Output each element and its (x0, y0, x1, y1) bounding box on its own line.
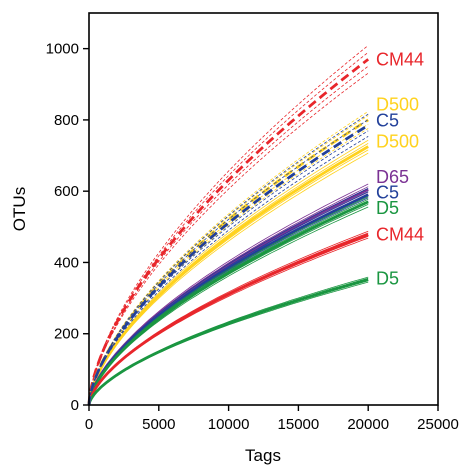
axes-layer: 0 5000 10000 15000 20000 25000 0 200 400 600 800 10… (46, 41, 459, 433)
plot-frame (88, 12, 439, 406)
replicate-curve (88, 136, 369, 406)
series-d5-solid (87, 276, 369, 406)
x-tick-label: 0 (85, 416, 93, 433)
series-d500-dashed (87, 111, 369, 406)
y-tick-label: 200 (54, 326, 79, 343)
y-axis-title: OTUs (10, 187, 29, 231)
series-label-cm44: CM44 (376, 49, 424, 69)
series-label-d65: D65 (376, 167, 409, 187)
mean-curve (87, 233, 369, 406)
series-label-d5: D5 (376, 198, 399, 218)
replicate-curve (88, 119, 369, 406)
x-tick-label: 25000 (417, 416, 459, 433)
x-tick-label: 20000 (347, 416, 389, 433)
x-tick-label: 10000 (208, 416, 250, 433)
x-tick-label: 15000 (278, 416, 320, 433)
mean-curve (87, 145, 369, 406)
series-label-d5: D5 (376, 268, 399, 288)
y-tick-label: 800 (54, 112, 79, 129)
mean-curve (87, 278, 369, 406)
mean-curve (87, 118, 369, 406)
series-label-d500: D500 (376, 131, 419, 151)
series-label-d500: D500 (376, 95, 419, 115)
mean-curve (87, 200, 369, 406)
replicate-curve (88, 65, 369, 406)
series-cm44-solid (87, 230, 369, 406)
replicate-curve (88, 45, 369, 406)
series-label-c5: C5 (376, 182, 399, 202)
replicate-curve (88, 130, 369, 406)
y-tick-label: 600 (54, 183, 79, 200)
x-tick-label: 5000 (142, 416, 175, 433)
replicate-curve (88, 115, 369, 406)
y-tick-label: 0 (71, 397, 79, 414)
series-label-cm44: CM44 (376, 225, 424, 245)
replicate-curve (88, 113, 369, 406)
series-c5-dashed (87, 113, 369, 406)
series-cm44-dashed (87, 45, 370, 406)
mean-curve (87, 124, 369, 406)
mean-curve (87, 58, 370, 406)
series-d5-solid (87, 196, 369, 406)
curves-layer (87, 45, 370, 406)
x-axis-title: Tags (245, 446, 281, 465)
replicate-curve (88, 197, 369, 406)
series-label-c5: C5 (376, 111, 399, 131)
y-tick-label: 400 (54, 254, 79, 271)
y-tick-label: 1000 (46, 41, 79, 58)
